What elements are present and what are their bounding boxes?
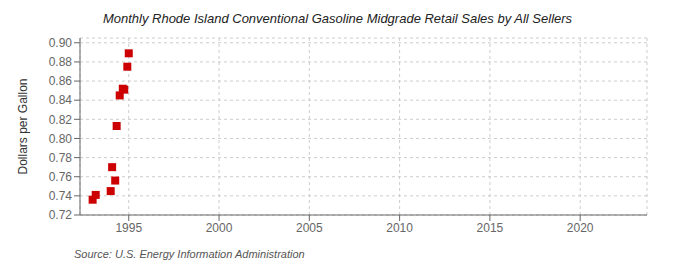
- svg-text:0.78: 0.78: [49, 151, 73, 165]
- svg-text:1995: 1995: [115, 221, 142, 235]
- svg-text:0.90: 0.90: [49, 36, 73, 50]
- svg-text:0.76: 0.76: [49, 170, 73, 184]
- html-text:Source: U.S. Energy Informatio: Source: U.S. Energy Information Administ…: [74, 248, 305, 260]
- svg-text:2015: 2015: [477, 221, 504, 235]
- svg-text:0.74: 0.74: [49, 189, 73, 203]
- svg-text:0.88: 0.88: [49, 55, 73, 69]
- html-text:Monthly Rhode Island Conventio: Monthly Rhode Island Conventional Gasoli…: [102, 11, 573, 26]
- svg-text:0.86: 0.86: [49, 74, 73, 88]
- svg-text:0.82: 0.82: [49, 113, 73, 127]
- svg-text:0.84: 0.84: [49, 93, 73, 107]
- svg-text:2020: 2020: [567, 221, 594, 235]
- svg-text:2005: 2005: [296, 221, 323, 235]
- svg-text:2000: 2000: [206, 221, 233, 235]
- svg-text:0.80: 0.80: [49, 132, 73, 146]
- svg-text:2010: 2010: [386, 221, 413, 235]
- svg-text:0.72: 0.72: [49, 208, 73, 222]
- svg-text:Dollars per Gallon: Dollars per Gallon: [16, 78, 30, 174]
